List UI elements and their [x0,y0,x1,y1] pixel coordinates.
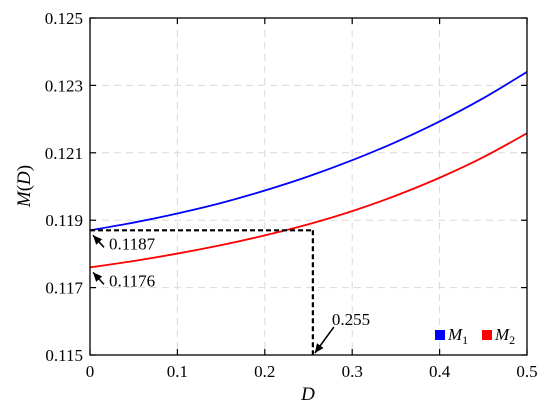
y-tick-label: 0.115 [45,346,83,365]
y-tick-label: 0.123 [45,76,83,95]
y-tick-label: 0.121 [45,144,83,163]
annotation-arrow-1-head [93,235,103,245]
annotation-label-2: 0.1176 [109,271,155,290]
grid [90,18,527,355]
annotation-label-1: 0.1187 [109,234,156,253]
x-tick-label: 0.5 [516,362,537,381]
legend-label-m1: M1 [447,325,468,347]
legend-swatch-m2 [482,330,492,340]
x-tick-label: 0.4 [429,362,451,381]
annotation-arrow-2-head [93,272,103,282]
y-tick-label: 0.125 [45,9,83,28]
annotations: 0.1187 0.1176 0.255 [92,234,370,354]
annotation-arrow-3-head [314,343,324,353]
tick-labels: 0 0.1 0.2 0.3 0.4 0.5 0.115 0.117 0.119 0.121 0.12… [45,9,538,381]
axis-ticks [89,17,528,356]
series-line-m1 [90,71,527,232]
legend: M1 M2 [435,325,515,347]
x-tick-label: 0.2 [254,362,275,381]
x-tick-label: 0.3 [342,362,363,381]
plot-frame [89,17,528,356]
y-tick-label: 0.117 [45,279,83,298]
legend-swatch-m1 [435,330,445,340]
x-tick-label: 0 [86,362,95,381]
y-tick-label: 0.119 [45,211,83,230]
x-axis-title: D [300,384,315,405]
y-axis-title: M(D) [14,165,35,208]
legend-label-m2: M2 [494,325,515,347]
reference-lines [90,229,314,355]
x-tick-label: 0.1 [167,362,188,381]
annotation-label-3: 0.255 [332,310,370,329]
series-line-m2 [90,132,527,269]
series-layer [90,71,527,269]
